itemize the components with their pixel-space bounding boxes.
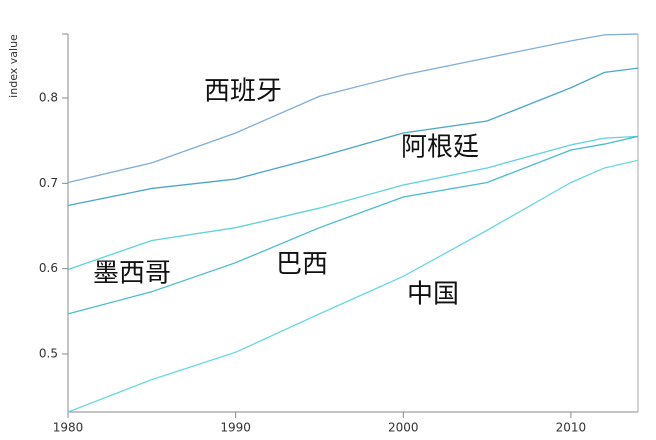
y-tick-label: 0.8 — [39, 90, 58, 104]
series-label: 巴西 — [276, 250, 328, 280]
series-line — [67, 67, 639, 207]
series-line — [67, 135, 639, 271]
y-tick-label: 0.6 — [39, 261, 58, 275]
x-tick-label: 2010 — [556, 421, 587, 435]
x-tick-label: 1980 — [53, 421, 84, 435]
y-axis-label: index value — [7, 34, 20, 98]
series-label: 阿根廷 — [401, 133, 479, 163]
y-tick-label: 0.7 — [39, 176, 58, 190]
series-label: 墨西哥 — [93, 259, 171, 289]
x-tick-label: 2000 — [388, 421, 419, 435]
series-line — [67, 135, 639, 315]
series-label: 中国 — [407, 280, 459, 310]
series-line — [67, 33, 639, 184]
series-line — [67, 159, 639, 413]
y-tick-label: 0.5 — [39, 346, 58, 360]
x-tick-label: 1990 — [220, 421, 251, 435]
series-label: 西班牙 — [204, 77, 282, 107]
